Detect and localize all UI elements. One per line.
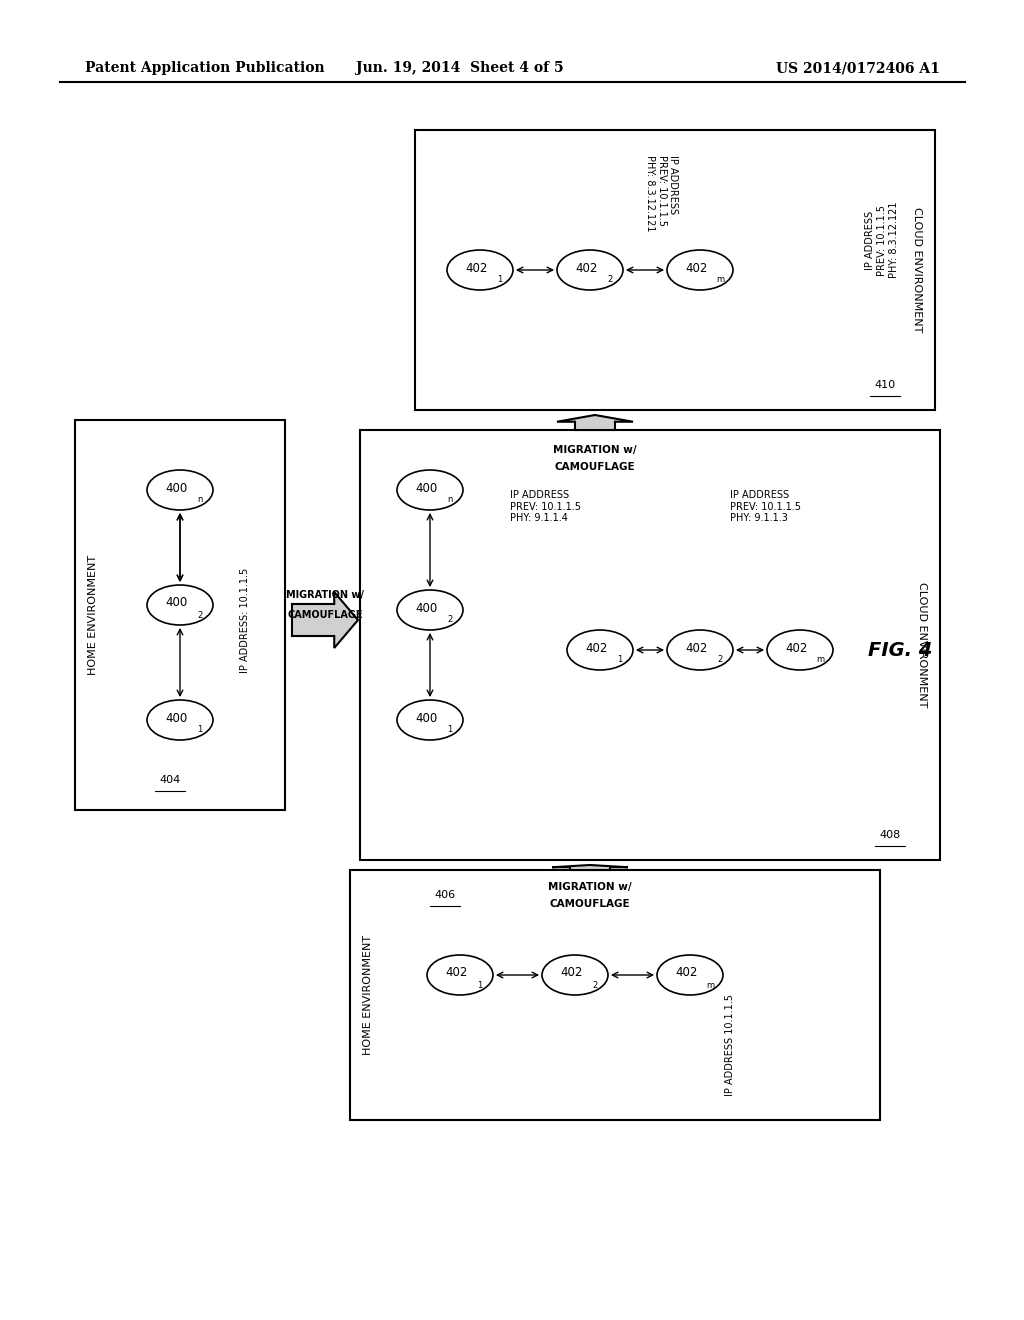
Bar [75, 420, 285, 810]
Text: 402: 402 [561, 966, 584, 979]
Text: PREV: 10.1.1.5: PREV: 10.1.1.5 [877, 205, 887, 276]
Ellipse shape [667, 249, 733, 290]
Polygon shape [557, 414, 633, 430]
Text: 2: 2 [607, 276, 612, 285]
Text: Patent Application Publication: Patent Application Publication [85, 61, 325, 75]
Bar [415, 129, 935, 411]
Text: 1: 1 [447, 726, 453, 734]
Text: 402: 402 [686, 261, 709, 275]
Text: m: m [706, 981, 714, 990]
Text: MIGRATION w/: MIGRATION w/ [548, 882, 632, 892]
Text: US 2014/0172406 A1: US 2014/0172406 A1 [776, 61, 940, 75]
Text: 1: 1 [498, 276, 503, 285]
Text: 402: 402 [586, 642, 608, 655]
Text: CLOUD ENVIRONMENT: CLOUD ENVIRONMENT [918, 582, 927, 708]
Text: 402: 402 [445, 966, 468, 979]
Text: MIGRATION w/: MIGRATION w/ [553, 445, 637, 455]
Text: 402: 402 [575, 261, 598, 275]
Ellipse shape [557, 249, 623, 290]
Ellipse shape [767, 630, 833, 671]
Polygon shape [292, 591, 358, 648]
Text: 400: 400 [166, 597, 188, 610]
Text: m: m [816, 656, 824, 664]
Text: PHY: 8.3.12.121: PHY: 8.3.12.121 [889, 202, 899, 279]
Ellipse shape [567, 630, 633, 671]
Ellipse shape [657, 954, 723, 995]
Text: 2: 2 [592, 981, 598, 990]
Text: IP ADDRESS: IP ADDRESS [865, 210, 874, 269]
Text: 406: 406 [434, 890, 456, 900]
Text: IP ADDRESS
PREV: 10.1.1.5
PHY: 9.1.1.3: IP ADDRESS PREV: 10.1.1.5 PHY: 9.1.1.3 [730, 490, 801, 523]
Text: 400: 400 [416, 602, 438, 615]
Ellipse shape [427, 954, 493, 995]
Text: CAMOUFLAGE: CAMOUFLAGE [288, 610, 362, 620]
Text: CAMOUFLAGE: CAMOUFLAGE [550, 899, 631, 909]
Text: 400: 400 [416, 482, 438, 495]
Text: 402: 402 [466, 261, 488, 275]
Text: m: m [716, 276, 724, 285]
Bar [360, 430, 940, 861]
Text: HOME ENVIRONMENT: HOME ENVIRONMENT [362, 935, 373, 1055]
Text: 402: 402 [676, 966, 698, 979]
Text: 1: 1 [617, 656, 623, 664]
Ellipse shape [397, 700, 463, 741]
Ellipse shape [397, 590, 463, 630]
Text: n: n [447, 495, 453, 504]
Text: HOME ENVIRONMENT: HOME ENVIRONMENT [88, 554, 98, 675]
Text: Jun. 19, 2014  Sheet 4 of 5: Jun. 19, 2014 Sheet 4 of 5 [356, 61, 564, 75]
Text: 2: 2 [198, 610, 203, 619]
Ellipse shape [147, 585, 213, 624]
Text: 408: 408 [880, 830, 901, 840]
Ellipse shape [542, 954, 608, 995]
Text: 400: 400 [416, 711, 438, 725]
Ellipse shape [147, 470, 213, 510]
Polygon shape [552, 865, 628, 870]
Text: 402: 402 [785, 642, 808, 655]
Text: 2: 2 [718, 656, 723, 664]
Text: CLOUD ENVIRONMENT: CLOUD ENVIRONMENT [912, 207, 922, 333]
Text: 1: 1 [198, 726, 203, 734]
Text: 400: 400 [166, 482, 188, 495]
Text: MIGRATION w/: MIGRATION w/ [286, 590, 364, 601]
Text: IP ADDRESS 10.1.1.5: IP ADDRESS 10.1.1.5 [725, 994, 735, 1096]
Text: 402: 402 [686, 642, 709, 655]
Text: 400: 400 [166, 711, 188, 725]
Text: IP ADDRESS
PREV: 10.1.1.5
PHY: 8.3.12.121: IP ADDRESS PREV: 10.1.1.5 PHY: 8.3.12.12… [645, 154, 678, 231]
Text: 410: 410 [874, 380, 896, 389]
Text: 1: 1 [477, 981, 482, 990]
Ellipse shape [447, 249, 513, 290]
Ellipse shape [667, 630, 733, 671]
Text: CAMOUFLAGE: CAMOUFLAGE [555, 462, 635, 473]
Ellipse shape [147, 700, 213, 741]
Text: n: n [198, 495, 203, 504]
Text: FIG. 4: FIG. 4 [867, 640, 932, 660]
Text: 404: 404 [160, 775, 180, 785]
Ellipse shape [397, 470, 463, 510]
Text: IP ADDRESS
PREV: 10.1.1.5
PHY: 9.1.1.4: IP ADDRESS PREV: 10.1.1.5 PHY: 9.1.1.4 [510, 490, 581, 523]
Bar [350, 870, 880, 1119]
Text: IP ADDRESS: 10.1.1.5: IP ADDRESS: 10.1.1.5 [240, 568, 250, 673]
Text: 2: 2 [447, 615, 453, 624]
